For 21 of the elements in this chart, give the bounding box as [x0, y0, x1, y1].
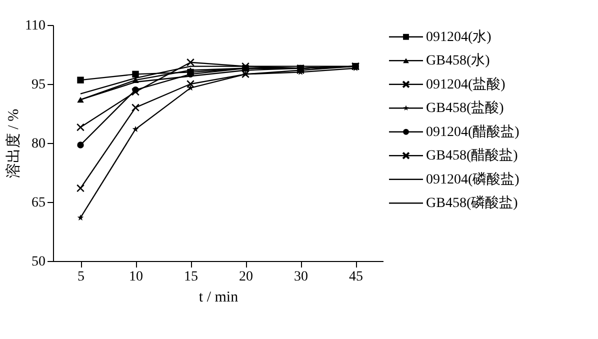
legend-label: 091204(磷酸盐) [426, 171, 520, 188]
x-tick-label: 5 [78, 270, 84, 284]
x-axis-title: t / min [198, 290, 239, 306]
legend-label: GB458(盐酸) [426, 100, 504, 116]
y-tick-label: 95 [32, 78, 46, 92]
y-tick-label: 50 [32, 254, 46, 270]
y-axis-title: 溶出度 / % [5, 108, 22, 178]
x-tick-label: 20 [239, 270, 253, 284]
y-tick-label: 65 [32, 196, 46, 210]
legend-label: GB458(水) [426, 52, 490, 69]
legend-label: 091204(盐酸) [426, 76, 506, 92]
x-tick-label: 30 [294, 270, 308, 284]
x-tick-label: 45 [349, 270, 363, 284]
y-tick-label: 110 [25, 18, 46, 34]
legend-label: 091204(水) [426, 28, 492, 45]
legend-label: GB458(磷酸盐) [426, 195, 518, 212]
x-tick-label: 10 [129, 270, 143, 284]
x-tick-label: 15 [184, 270, 198, 284]
y-tick-label: 80 [32, 136, 46, 152]
legend-label: 091204(醋酸盐) [426, 124, 520, 140]
legend-label: GB458(醋酸盐) [426, 148, 518, 164]
